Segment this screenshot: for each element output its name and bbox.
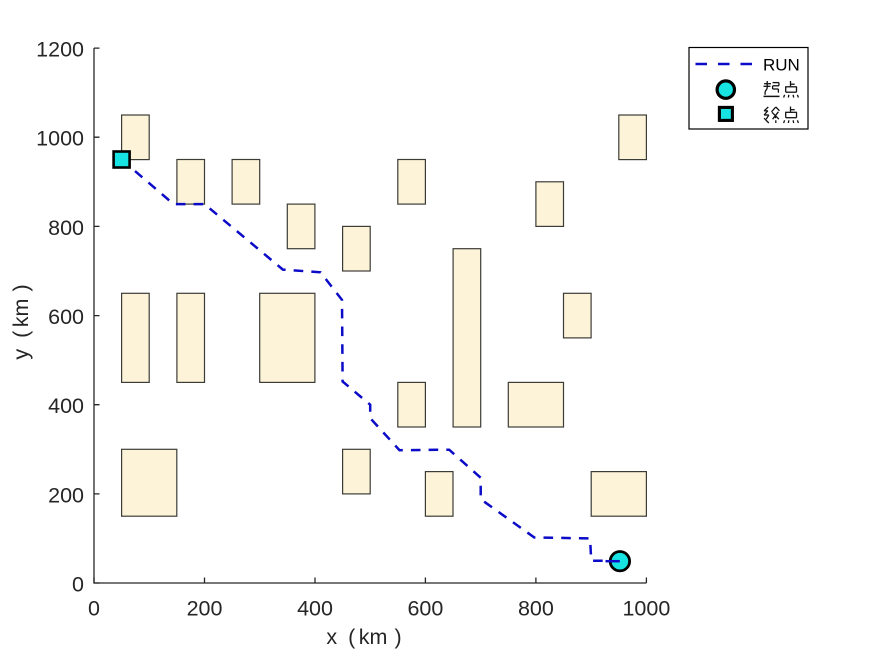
svg-text:600: 600 xyxy=(407,597,443,621)
svg-text:RUN: RUN xyxy=(763,56,800,75)
svg-text:800: 800 xyxy=(48,216,84,240)
svg-text:1000: 1000 xyxy=(622,597,670,621)
svg-text:200: 200 xyxy=(48,483,84,507)
svg-text:0: 0 xyxy=(72,573,84,597)
svg-text:400: 400 xyxy=(48,394,84,418)
svg-text:400: 400 xyxy=(297,597,333,621)
svg-text:200: 200 xyxy=(187,597,223,621)
svg-text:1200: 1200 xyxy=(36,38,84,62)
svg-text:600: 600 xyxy=(48,305,84,329)
svg-text:800: 800 xyxy=(518,597,554,621)
svg-text:0: 0 xyxy=(88,597,100,621)
svg-text:1000: 1000 xyxy=(36,127,84,151)
